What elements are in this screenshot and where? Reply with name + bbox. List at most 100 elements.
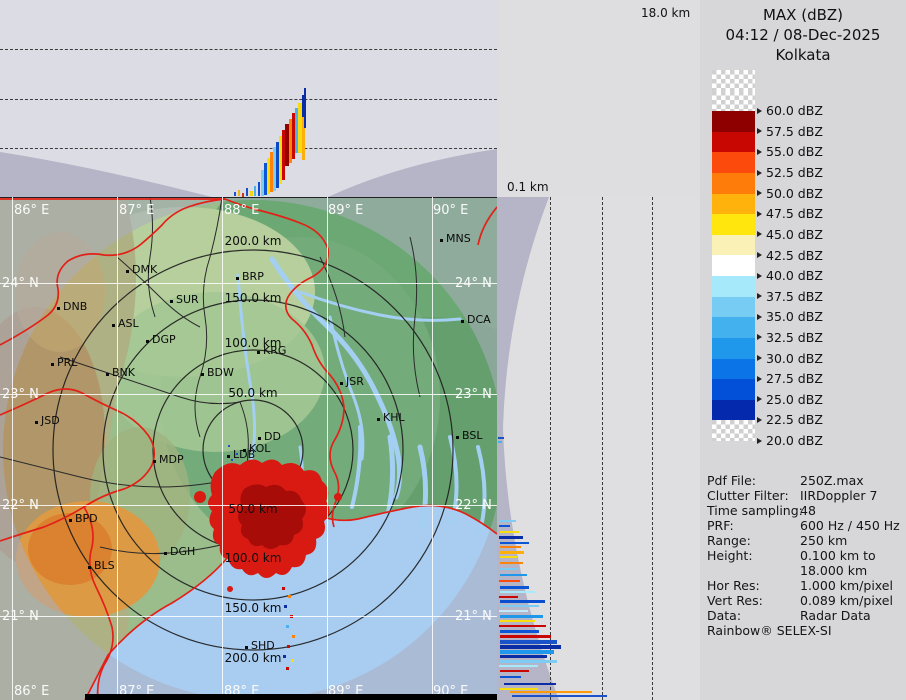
arrow-icon — [757, 293, 762, 300]
max-height-axis-label: 18.0 km — [641, 6, 691, 20]
color-band — [712, 276, 755, 297]
scale-label: 32.5 dBZ — [757, 330, 823, 345]
scale-label-text: 57.5 dBZ — [766, 123, 823, 139]
scale-label: 25.0 dBZ — [757, 392, 823, 407]
color-band — [712, 317, 755, 338]
map-graphic — [0, 117, 640, 700]
height-gridline — [602, 197, 603, 700]
color-band — [712, 255, 755, 277]
info-row-label: Hor Res: — [707, 578, 760, 593]
scale-label: 47.5 dBZ — [757, 206, 823, 221]
color-band — [712, 152, 755, 174]
radar-map-panel — [0, 117, 640, 700]
echo-bar — [242, 193, 244, 197]
radar-echoes — [194, 445, 342, 670]
echo-bar — [234, 192, 236, 196]
echo-bar — [273, 147, 276, 191]
right-height-profile-panel — [497, 197, 700, 700]
scale-label-text: 55.0 dBZ — [766, 144, 823, 160]
legend-title-block: MAX (dBZ) 04:12 / 08-Dec-2025 Kolkata — [700, 6, 906, 65]
info-row-value: 0.100 km to — [800, 548, 876, 563]
scale-label: 45.0 dBZ — [757, 227, 823, 242]
scale-label: 60.0 dBZ — [757, 103, 823, 118]
echo-bar — [258, 182, 260, 196]
info-row-label: Range: — [707, 533, 751, 548]
echo-bar — [279, 136, 282, 184]
out-of-range-wedges — [0, 149, 497, 197]
color-band — [712, 399, 755, 421]
echo-bar — [295, 108, 298, 153]
echo-bar — [292, 113, 295, 159]
scale-label: 20.0 dBZ — [757, 433, 823, 448]
height-gridline — [0, 148, 497, 149]
timestamp: 04:12 / 08-Dec-2025 — [725, 25, 881, 44]
legend-colorbar — [712, 70, 755, 441]
info-row-value: 18.000 km — [800, 563, 868, 578]
arrow-icon — [757, 437, 762, 444]
scale-label-text: 37.5 dBZ — [766, 288, 823, 304]
transparent-band — [712, 420, 755, 441]
echo-bar — [246, 188, 248, 196]
arrow-icon — [757, 252, 762, 258]
arrow-icon — [757, 375, 762, 382]
echo-bar — [250, 191, 253, 196]
arrow-icon — [757, 355, 762, 362]
arrow-icon — [757, 416, 762, 423]
arrow-icon — [757, 313, 762, 320]
arrow-icon — [757, 334, 762, 341]
height-gridline — [652, 197, 653, 700]
scale-label: 37.5 dBZ — [757, 289, 823, 304]
scale-label-text: 30.0 dBZ — [766, 350, 823, 366]
info-row-label: Vert Res: — [707, 593, 763, 608]
sea — [85, 505, 497, 700]
scale-label-text: 20.0 dBZ — [766, 433, 823, 448]
scale-label-text: 22.5 dBZ — [766, 412, 823, 428]
scale-label-text: 32.5 dBZ — [766, 329, 823, 345]
out-of-range-crescent — [497, 197, 559, 700]
echo-bar — [267, 158, 270, 194]
info-row-label: Height: — [707, 548, 753, 563]
info-row-value: 48 — [800, 503, 816, 518]
color-band — [712, 111, 755, 132]
scale-label: 52.5 dBZ — [757, 165, 823, 180]
echo-bar — [261, 170, 264, 196]
scale-label: 50.0 dBZ — [757, 186, 823, 201]
info-row-label: PRF: — [707, 518, 734, 533]
arrow-icon — [757, 169, 762, 176]
echo-bar — [285, 124, 289, 166]
software-credit: Rainbow® SELEX-SI — [707, 623, 832, 638]
color-band — [712, 234, 755, 256]
min-height-axis-label: 0.1 km — [507, 180, 549, 194]
arrow-icon — [757, 231, 762, 238]
echo-bar — [289, 119, 292, 163]
color-band — [712, 214, 755, 235]
info-row-label: Pdf File: — [707, 473, 756, 488]
scale-label: 57.5 dBZ — [757, 124, 823, 139]
info-row-label: Clutter Filter: — [707, 488, 789, 503]
scale-label: 55.0 dBZ — [757, 144, 823, 159]
transparent-band — [712, 90, 755, 112]
scale-label-text: 27.5 dBZ — [766, 371, 823, 387]
arrow-icon — [757, 107, 762, 114]
scale-label-text: 52.5 dBZ — [766, 165, 823, 181]
transparent-band — [712, 70, 755, 91]
height-gridline — [0, 49, 497, 50]
info-row-value: Radar Data — [800, 608, 871, 623]
info-row-value: IIRDoppler 7 — [800, 488, 878, 503]
info-row-label: Time sampling: — [707, 503, 803, 518]
echo-bar — [276, 142, 279, 188]
scale-label: 30.0 dBZ — [757, 351, 823, 366]
info-row-value: 0.089 km/pixel — [800, 593, 893, 608]
scale-label: 22.5 dBZ — [757, 412, 823, 427]
arrow-icon — [757, 148, 762, 155]
color-band — [712, 379, 755, 400]
arrow-icon — [757, 396, 762, 403]
scale-label-text: 42.5 dBZ — [766, 247, 823, 263]
scale-label-text: 50.0 dBZ — [766, 185, 823, 201]
echo-bar — [282, 130, 285, 180]
info-row-value: 250 km — [800, 533, 848, 548]
echo-bar — [270, 152, 273, 192]
echo-bar — [264, 163, 267, 195]
color-band — [712, 173, 755, 194]
